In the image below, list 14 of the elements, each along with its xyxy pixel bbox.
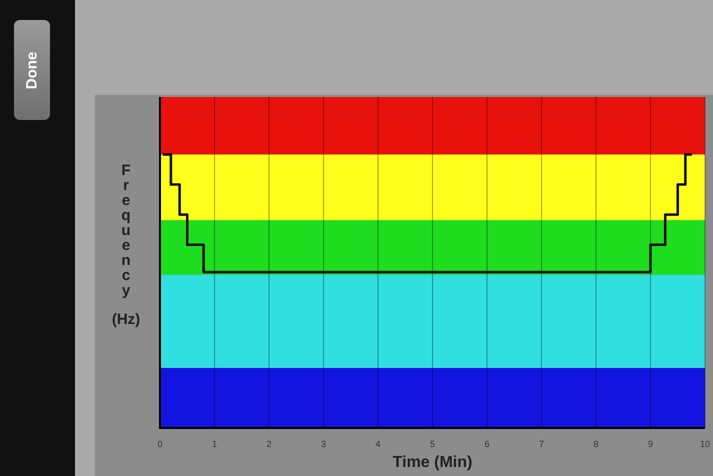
x-tick-label: 7	[538, 438, 544, 449]
x-tick-label: 10	[700, 438, 710, 449]
x-tick-label: 1	[212, 438, 218, 449]
x-axis-title: Time (Min)	[392, 454, 472, 471]
x-tick-label: 9	[648, 438, 654, 449]
x-tick-label: 3	[320, 438, 326, 449]
x-tick-label: 0	[157, 438, 163, 449]
text: Done	[24, 51, 40, 89]
x-tick-label: 6	[484, 438, 490, 449]
x-tick-label: 5	[430, 438, 436, 449]
x-tick-label: 4	[375, 438, 381, 449]
x-tick-label: 2	[266, 438, 272, 449]
x-tick-label: 8	[593, 438, 599, 449]
text: Frequency (Hz)	[112, 162, 140, 328]
